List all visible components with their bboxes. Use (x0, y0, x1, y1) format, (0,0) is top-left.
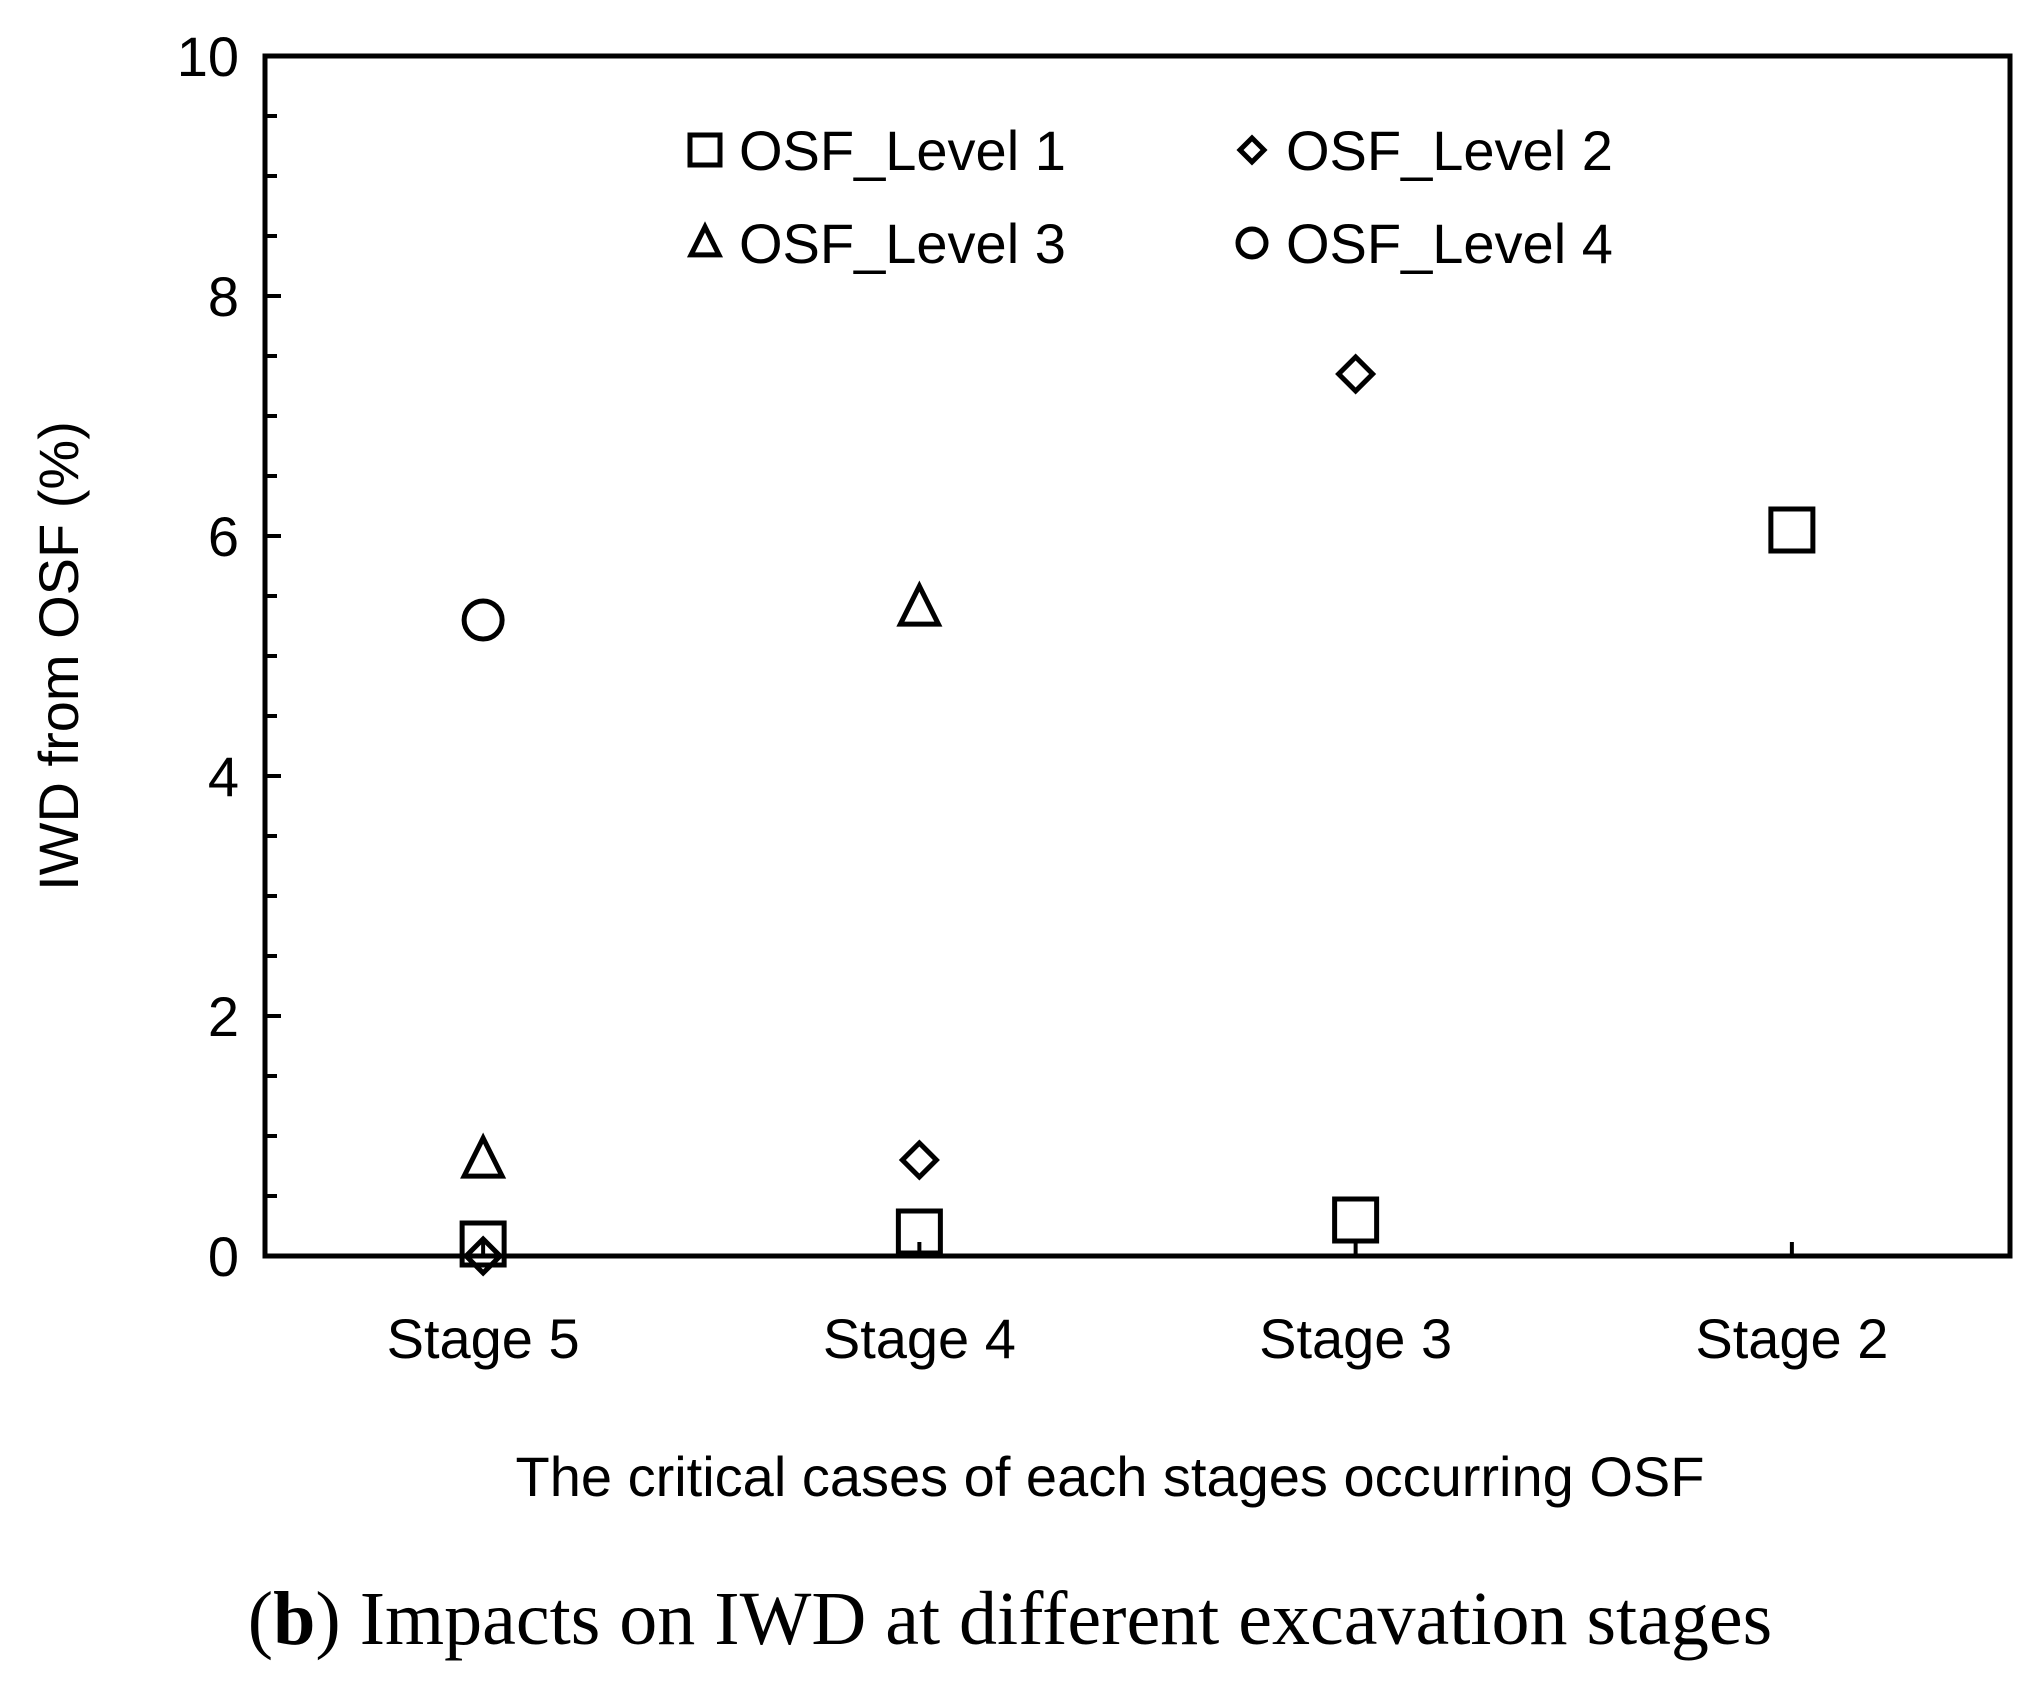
y-tick-label: 0 (208, 1225, 239, 1288)
legend-marker-triangle (686, 221, 724, 258)
y-tick-label: 8 (208, 265, 239, 328)
caption-letter: b (273, 1577, 315, 1661)
data-point-square (1768, 506, 1816, 554)
x-axis-tick-labels: Stage 5 Stage 4 Stage 3 Stage 2 (387, 1307, 1889, 1370)
x-axis-label: The critical cases of each stages occurr… (516, 1445, 1705, 1508)
x-tick-label: Stage 3 (1259, 1307, 1452, 1370)
legend-marker-diamond (1236, 134, 1268, 166)
legend-label: OSF_Level 4 (1286, 212, 1613, 275)
data-point-triangle (460, 1132, 507, 1179)
legend-label: OSF_Level 3 (739, 212, 1066, 275)
data-point-circle (461, 598, 505, 642)
data-point-diamond (462, 1235, 504, 1277)
data-point-square (459, 1220, 507, 1268)
caption-text: ) Impacts on IWD at different excavation… (315, 1577, 1772, 1661)
y-axis-label: IWD from OSF (%) (27, 421, 90, 891)
x-tick-label: Stage 5 (387, 1307, 580, 1370)
figure-caption: (b) Impacts on IWD at different excavati… (248, 1577, 1772, 1661)
data-point-diamond (898, 1139, 940, 1181)
data-point-square (1332, 1196, 1380, 1244)
data-point-diamond (1335, 353, 1377, 395)
legend-marker-circle (1235, 226, 1269, 260)
plot-area-frame (262, 53, 2013, 1259)
data-point-triangle (896, 580, 943, 627)
legend-label: OSF_Level 1 (739, 119, 1066, 182)
legend: OSF_Level 1 OSF_Level 2 OSF_Level 3 OSF_Lev… (686, 119, 1613, 275)
y-tick-label: 4 (208, 745, 239, 808)
x-tick-label: Stage 4 (823, 1307, 1016, 1370)
legend-marker-square (687, 132, 723, 168)
data-point-square (895, 1208, 943, 1256)
y-tick-label: 10 (177, 25, 239, 88)
y-axis-ticks (265, 54, 281, 1258)
legend-label: OSF_Level 2 (1286, 119, 1613, 182)
y-tick-label: 6 (208, 505, 239, 568)
x-tick-label: Stage 2 (1695, 1307, 1888, 1370)
y-tick-label: 2 (208, 985, 239, 1048)
x-axis-ticks (481, 1242, 1794, 1256)
data-markers (459, 353, 1816, 1277)
y-axis-tick-labels: 0 2 4 6 8 10 (177, 25, 239, 1288)
